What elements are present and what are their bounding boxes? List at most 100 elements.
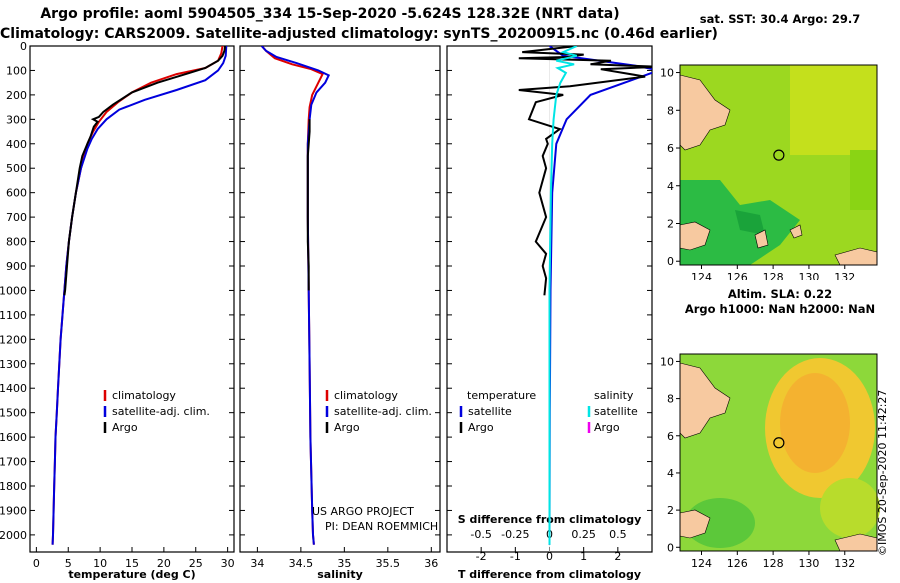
sla-map-title-2: Argo h1000: NaN h2000: NaN — [684, 302, 876, 316]
temp-axis-label: temperature (deg C) — [68, 568, 195, 580]
depth-tick-label: 800 — [6, 236, 27, 249]
legend-label: satellite — [468, 405, 512, 418]
map-lon-label: 128 — [763, 271, 784, 280]
tdiff-axis-label: T difference from climatology — [458, 568, 641, 580]
map-lon-label: 132 — [834, 271, 855, 280]
legend-heading-salinity: salinity — [594, 389, 634, 402]
sst-map: 124 126 128 130 132 0 2 4 6 8 10 — [660, 40, 878, 280]
temp-xtick-label: 20 — [157, 557, 171, 570]
sdiff-tick-label: -0.25 — [501, 528, 529, 541]
legend-label: satellite — [594, 405, 638, 418]
difference-panel: -2 -1 0 1 2-0.5 -0.25 0 0.25 0.5S difference fro… — [446, 45, 653, 580]
map-lon-label: 126 — [727, 271, 748, 280]
legend-label: climatology — [334, 389, 398, 402]
depth-tick-label: 1200 — [0, 333, 27, 346]
map-lat-label: 6 — [667, 430, 674, 443]
depth-tick-label: 200 — [6, 89, 27, 102]
argo-float-marker — [773, 149, 785, 161]
land-mass-2 — [679, 362, 731, 439]
sal-xtick-label: 36 — [424, 557, 438, 570]
depth-tick-label: 1300 — [0, 358, 27, 371]
depth-tick-label: 1100 — [0, 309, 27, 322]
sla-high-anomaly — [780, 373, 850, 473]
depth-tick-label: 1900 — [0, 504, 27, 517]
depth-tick-label: 300 — [6, 113, 27, 126]
sdiff-tick-label: -0.5 — [470, 528, 491, 541]
imos-timestamp: ©IMOS 20-Sep-2020 11:42:27 — [876, 389, 889, 556]
map-lon-label: 124 — [691, 557, 712, 570]
map-lat-label: 8 — [667, 393, 674, 406]
tdiff-tick-label: -2 — [476, 550, 487, 563]
plot-title-line-2: Climatology: CARS2009. Satellite-adjuste… — [0, 26, 718, 42]
tdiff-tick-label: 1 — [580, 550, 587, 563]
profile-plots: 0100200300400500600700800900100011001200… — [0, 40, 653, 580]
temp-xtick-label: 30 — [221, 557, 235, 570]
temp-xtick-label: 0 — [33, 557, 40, 570]
diff-series-salinity-satellite — [548, 46, 578, 545]
sla-map: 124 126 128 130 132 0 2 4 6 8 10 — [660, 344, 880, 570]
sal-axis-label: salinity — [317, 568, 363, 580]
temp-xtick-label: 10 — [93, 557, 107, 570]
depth-tick-label: 1000 — [0, 284, 27, 297]
sdiff-tick-label: 0.25 — [571, 528, 596, 541]
temp-xtick-label: 5 — [65, 557, 72, 570]
map-lon-label: 126 — [727, 557, 748, 570]
temp-frame — [29, 45, 235, 553]
legend-label: Argo — [468, 421, 494, 434]
tdiff-tick-label: -1 — [510, 550, 521, 563]
diff-series-temperature-argo — [518, 46, 652, 296]
sst-map-title: sat. SST: 30.4 Argo: 29.7 — [699, 12, 861, 26]
depth-tick-label: 1700 — [0, 456, 27, 469]
temp-xtick-label: 15 — [125, 557, 139, 570]
tdiff-tick-label: 2 — [614, 550, 621, 563]
sal-xtick-label: 34.5 — [289, 557, 314, 570]
map-lon-label: 128 — [763, 557, 784, 570]
map-lon-label: 124 — [691, 271, 712, 280]
depth-tick-label: 1600 — [0, 431, 27, 444]
sla-map-axes: 124 126 128 130 132 0 2 4 6 8 10 — [660, 355, 855, 570]
sal-series-argo — [306, 119, 311, 291]
legend-label: Argo — [112, 421, 138, 434]
sla-map-title-1: Altim. SLA: 0.22 — [727, 287, 833, 301]
argo-float-marker-2 — [773, 437, 785, 449]
depth-tick-label: 900 — [6, 260, 27, 273]
depth-tick-label: 400 — [6, 138, 27, 151]
temp-series-argo — [63, 46, 227, 296]
depth-tick-label: 500 — [6, 162, 27, 175]
map-lat-label: 10 — [660, 355, 674, 368]
sdiff-tick-label: 0.5 — [609, 528, 627, 541]
legend-label: climatology — [112, 389, 176, 402]
map-lat-label: 2 — [667, 217, 674, 230]
map-lat-label: 0 — [667, 541, 674, 554]
depth-tick-label: 1800 — [0, 480, 27, 493]
map-lon-label: 130 — [798, 557, 819, 570]
temp-xtick-label: 25 — [189, 557, 203, 570]
temperature-panel: 0100200300400500600700800900100011001200… — [0, 40, 235, 580]
map-lon-label: 130 — [798, 271, 819, 280]
legend-label: satellite-adj. clim. — [334, 405, 432, 418]
map-lat-label: 10 — [660, 67, 674, 80]
depth-tick-label: 100 — [6, 64, 27, 77]
map-lat-label: 4 — [667, 467, 674, 480]
depth-tick-label: 0 — [20, 40, 27, 53]
legend-label: Argo — [334, 421, 360, 434]
pi-credit: PI: DEAN ROEMMICH — [325, 520, 438, 533]
legend-heading-temperature: temperature — [467, 389, 536, 402]
sal-frame — [239, 45, 441, 553]
map-lat-label: 6 — [667, 142, 674, 155]
salinity-panel: 34 34.5 35 35.5 36 salinity climatology satelli… — [239, 45, 441, 580]
depth-tick-label: 1500 — [0, 407, 27, 420]
sal-xtick-label: 35.5 — [376, 557, 401, 570]
project-credit: US ARGO PROJECT — [312, 505, 414, 518]
map-lon-label: 132 — [834, 557, 855, 570]
map-lat-label: 2 — [667, 504, 674, 517]
sst-map-axes: 124 126 128 130 132 0 2 4 6 8 10 — [660, 67, 855, 280]
legend-label: satellite-adj. clim. — [112, 405, 210, 418]
land-mass — [679, 74, 731, 151]
map-lat-label: 4 — [667, 180, 674, 193]
depth-tick-label: 1400 — [0, 382, 27, 395]
sal-xtick-label: 35 — [337, 557, 351, 570]
map-lat-label: 8 — [667, 104, 674, 117]
depth-tick-label: 600 — [6, 187, 27, 200]
legend-label: Argo — [594, 421, 620, 434]
